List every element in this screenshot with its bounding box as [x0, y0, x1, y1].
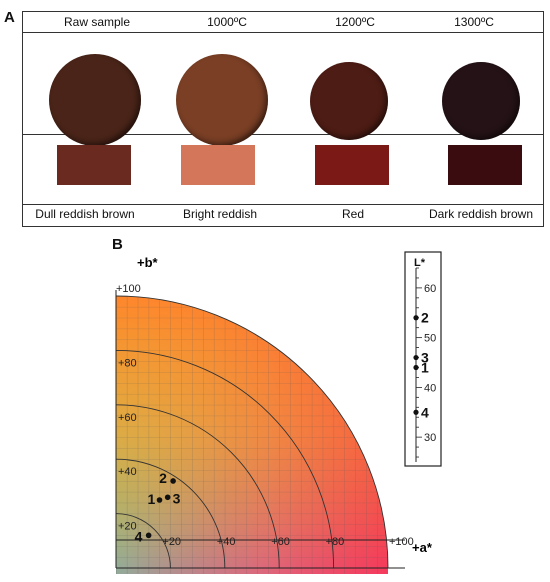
lightness-scale: L* 60 50 40 30 2 31 4 [404, 251, 442, 467]
x-tick-label: +20 [162, 536, 181, 548]
sample-1200-disk [310, 62, 388, 140]
y-axis-label: +b* [137, 255, 159, 270]
table-divider [23, 32, 543, 33]
samples-table: Raw sample 1000ºC 1200ºC 1300ºC Dull red… [22, 11, 544, 227]
data-point-label: 3 [173, 490, 181, 506]
tick-labels: +20 +40 +60 +80 +100 +20 +40 +60 +80 +100 [116, 283, 414, 548]
data-point [156, 497, 163, 503]
x-tick-label: +80 [326, 536, 345, 548]
x-tick-label: +60 [271, 536, 290, 548]
y-tick-label: +60 [118, 412, 137, 424]
y-tick-label: +100 [116, 283, 141, 295]
data-points: 123 4 [135, 470, 181, 544]
chroma-ring [115, 295, 389, 569]
x-axis-label: +a* [412, 540, 433, 555]
l-scale-point-label: 4 [421, 404, 429, 420]
axes [115, 290, 405, 569]
color-label: Dark reddish brown [428, 207, 534, 221]
y-tick-label: +80 [118, 357, 137, 369]
y-tick-label: +20 [118, 521, 137, 533]
color-label: Red [341, 207, 364, 221]
chroma-ring [115, 513, 171, 569]
l-scale-tick-label: 30 [424, 432, 436, 444]
l-scale-point [413, 364, 419, 371]
l-scale-point [413, 315, 419, 321]
l-scale-tick-label: 50 [424, 333, 436, 345]
column-header: 1000ºC [207, 15, 247, 29]
l-scale-tick-label: 60 [424, 283, 436, 295]
l-scale-point-label: 1 [421, 359, 429, 375]
color-label: Dull reddish brown [35, 207, 135, 221]
x-tick-label: +40 [217, 536, 236, 548]
data-point [170, 478, 176, 484]
l-scale-point-label: 2 [421, 310, 429, 326]
raw-sample-disk [49, 54, 141, 146]
panel-a-letter: A [4, 9, 15, 26]
data-point-label: 1 [148, 491, 156, 507]
chroma-ring [115, 404, 280, 569]
x-tick-label: +100 [389, 536, 414, 548]
color-swatch [448, 145, 522, 185]
l-scale-point-label: 3 [421, 350, 429, 366]
chroma-ring [115, 458, 226, 569]
color-space-fill [116, 296, 388, 574]
data-point-label: 4 [135, 528, 143, 544]
table-divider [23, 204, 543, 205]
color-label: Bright reddish [182, 207, 258, 221]
l-scale-box [404, 251, 442, 467]
column-header: 1300ºC [454, 15, 494, 29]
column-header: 1200ºC [335, 15, 375, 29]
chroma-ring [115, 349, 335, 569]
sample-1000-disk [176, 54, 268, 146]
y-tick-label: +40 [118, 466, 137, 478]
data-point-label: 2 [159, 470, 167, 486]
color-swatch [181, 145, 255, 185]
color-swatch [315, 145, 389, 185]
l-scale-tick-label: 40 [424, 382, 436, 394]
data-point [164, 494, 171, 501]
column-header: Raw sample [63, 15, 131, 29]
table-divider [23, 134, 543, 135]
l-scale-label: L* [414, 257, 426, 269]
sample-1300-disk [442, 62, 520, 140]
chroma-rings [115, 295, 389, 569]
l-scale-point [413, 354, 419, 361]
data-point [145, 532, 152, 539]
color-swatch [57, 145, 131, 185]
panel-b-letter: B [112, 236, 123, 253]
l-scale-point [413, 409, 419, 415]
